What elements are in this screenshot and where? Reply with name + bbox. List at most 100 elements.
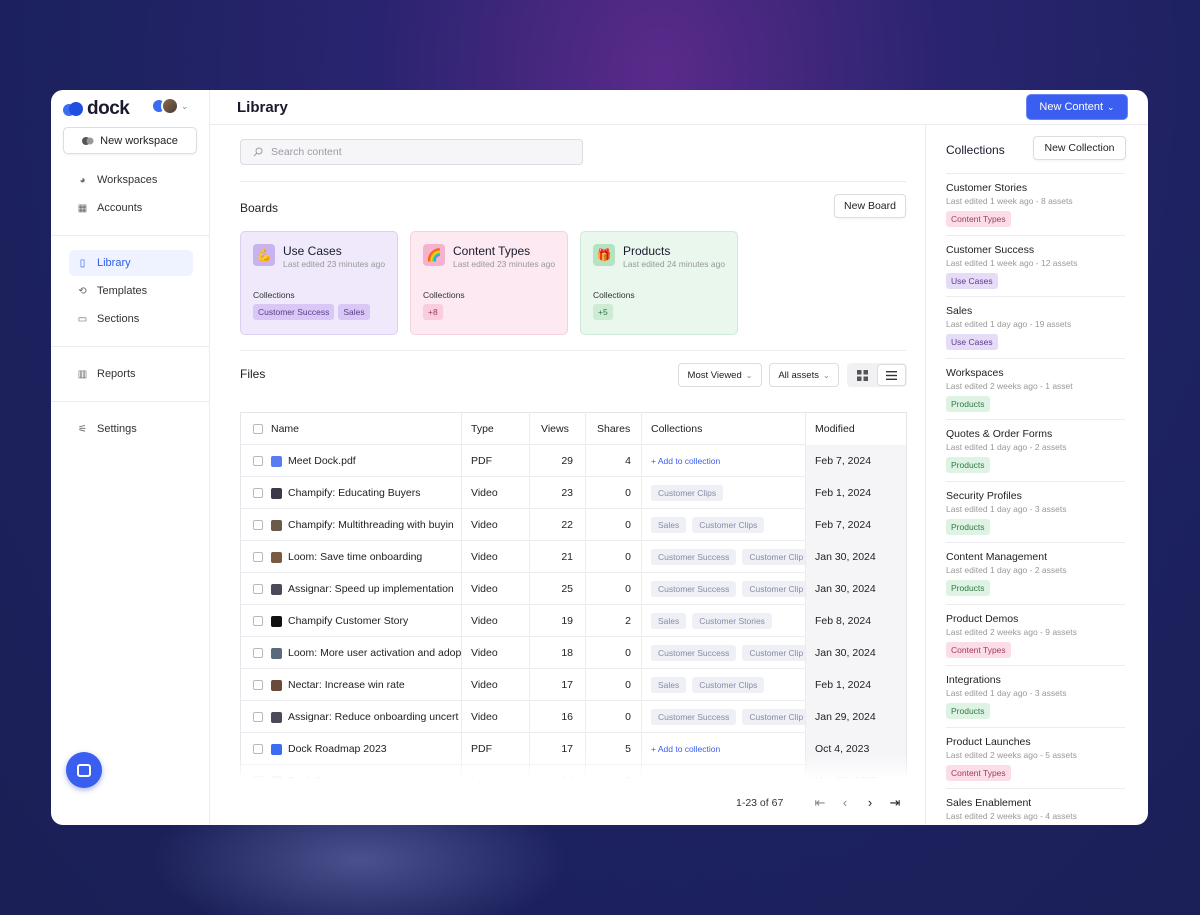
- column-header-shares[interactable]: Shares: [585, 413, 641, 445]
- sidebar-item-workspaces[interactable]: ◕ Workspaces: [69, 167, 193, 193]
- search-input[interactable]: Search content: [240, 139, 583, 165]
- last-page-button[interactable]: ⇥: [889, 795, 901, 810]
- collection-list-item[interactable]: Workspaces Last edited 2 weeks ago - 1 a…: [946, 357, 1125, 420]
- collection-list-item[interactable]: Product Demos Last edited 2 weeks ago - …: [946, 603, 1125, 666]
- column-header-collections[interactable]: Collections: [641, 413, 805, 445]
- collection-tag[interactable]: Customer Clips: [651, 485, 724, 501]
- collection-tag[interactable]: Customer Clip: [742, 581, 805, 597]
- collection-meta: Last edited 1 day ago - 19 assets: [946, 319, 1072, 329]
- collection-list-item[interactable]: Sales Last edited 1 day ago - 19 assets …: [946, 296, 1125, 358]
- file-name-cell[interactable]: Nectar: Increase win rate: [271, 669, 461, 701]
- pagination-label: 1-23 of 67: [736, 797, 784, 809]
- new-content-button[interactable]: New Content ⌄: [1027, 95, 1127, 119]
- row-checkbox[interactable]: [253, 477, 267, 509]
- collection-list-item[interactable]: Security Profiles Last edited 1 day ago …: [946, 480, 1125, 543]
- row-checkbox[interactable]: [253, 509, 267, 541]
- collection-tag[interactable]: Customer Success: [651, 581, 737, 597]
- add-to-collection-link[interactable]: + Add to collection: [651, 744, 721, 754]
- collection-tag[interactable]: Customer Success: [651, 549, 737, 565]
- collection-tag[interactable]: Sales: [651, 677, 687, 693]
- collection-list-item[interactable]: Integrations Last edited 1 day ago - 3 a…: [946, 665, 1125, 727]
- table-row[interactable]: Nectar: Increase win rate Video 17 0 Sal…: [241, 669, 906, 701]
- first-page-button[interactable]: ⇤: [814, 795, 826, 810]
- sidebar-item-templates[interactable]: ⟲ Templates: [69, 278, 193, 304]
- file-name-cell[interactable]: Champify: Multithreading with buyin: [271, 509, 461, 541]
- list-icon: [886, 370, 897, 380]
- select-all-checkbox[interactable]: [253, 413, 267, 445]
- column-header-views[interactable]: Views: [529, 413, 585, 445]
- add-to-collection-link[interactable]: + Add to collection: [651, 456, 721, 466]
- sidebar-item-library[interactable]: ▯ Library: [69, 250, 193, 276]
- board-card-use-cases[interactable]: 💪 Use Cases Last edited 23 minutes ago C…: [240, 231, 398, 335]
- brand-logo[interactable]: dock: [63, 98, 130, 120]
- row-checkbox[interactable]: [253, 573, 267, 605]
- new-board-button[interactable]: New Board: [834, 194, 906, 218]
- board-collections-label: Collections: [253, 290, 295, 300]
- table-row[interactable]: Meet Dock.pdf PDF 29 4 + Add to collecti…: [241, 445, 906, 477]
- filter-dropdown[interactable]: All assets ⌄: [769, 363, 839, 387]
- table-row[interactable]: Loom: More user activation and adop Vide…: [241, 637, 906, 669]
- collection-list-item[interactable]: Customer Success Last edited 1 week ago …: [946, 234, 1125, 297]
- column-header-type[interactable]: Type: [461, 413, 529, 445]
- row-checkbox[interactable]: [253, 733, 267, 765]
- row-checkbox[interactable]: [253, 637, 267, 669]
- collection-tag[interactable]: Customer Clip: [742, 549, 805, 565]
- file-name-cell[interactable]: Meet Dock.pdf: [271, 445, 461, 477]
- file-name-cell[interactable]: Dock Roadmap 2023: [271, 733, 461, 765]
- account-switcher[interactable]: ⌄: [153, 97, 189, 115]
- board-card-content-types[interactable]: 🌈 Content Types Last edited 23 minutes a…: [410, 231, 568, 335]
- file-name: Loom: More user activation and adop: [288, 647, 461, 659]
- collection-tag[interactable]: Customer Clips: [692, 517, 765, 533]
- file-name-cell[interactable]: Loom: Save time onboarding: [271, 541, 461, 573]
- row-checkbox[interactable]: [253, 541, 267, 573]
- collection-list-item[interactable]: Content Management Last edited 1 day ago…: [946, 542, 1125, 604]
- column-header-name[interactable]: Name: [271, 423, 300, 435]
- sort-dropdown[interactable]: Most Viewed ⌄: [678, 363, 762, 387]
- table-row[interactable]: Assignar: Reduce onboarding uncert Video…: [241, 701, 906, 733]
- collection-list-item[interactable]: Customer Stories Last edited 1 week ago …: [946, 173, 1125, 235]
- collection-tag[interactable]: Customer Clip: [742, 645, 805, 661]
- previous-page-button[interactable]: ‹: [842, 795, 848, 810]
- row-checkbox[interactable]: [253, 701, 267, 733]
- table-row[interactable]: Assignar: Speed up implementation Video …: [241, 573, 906, 605]
- row-checkbox[interactable]: [253, 605, 267, 637]
- board-card-products[interactable]: 🎁 Products Last edited 24 minutes ago Co…: [580, 231, 738, 335]
- files-title: Files: [240, 367, 266, 381]
- collection-tag[interactable]: Sales: [651, 517, 687, 533]
- table-row[interactable]: Champify: Educating Buyers Video 23 0 Cu…: [241, 477, 906, 509]
- file-collections: Sales Customer Stories: [641, 605, 805, 637]
- new-collection-button[interactable]: New Collection: [1033, 136, 1126, 160]
- collection-tag[interactable]: Customer Success: [651, 645, 737, 661]
- collection-tag[interactable]: Customer Clips: [692, 677, 765, 693]
- table-row[interactable]: Champify Customer Story Video 19 2 Sales…: [241, 605, 906, 637]
- collection-list-item[interactable]: Sales Enablement Last edited 2 weeks ago…: [946, 788, 1125, 825]
- sidebar-item-sections[interactable]: ▭ Sections: [69, 306, 193, 332]
- row-checkbox[interactable]: [253, 669, 267, 701]
- row-checkbox[interactable]: [253, 445, 267, 477]
- file-type: Video: [461, 477, 529, 509]
- file-name-cell[interactable]: Assignar: Speed up implementation: [271, 573, 461, 605]
- list-view-button[interactable]: [878, 365, 905, 385]
- file-name-cell[interactable]: Loom: More user activation and adop: [271, 637, 461, 669]
- collection-list-item[interactable]: Quotes & Order Forms Last edited 1 day a…: [946, 419, 1125, 481]
- file-name-cell[interactable]: Assignar: Reduce onboarding uncert: [271, 701, 461, 733]
- sidebar-item-reports[interactable]: ▥ Reports: [69, 361, 193, 387]
- collection-tag[interactable]: Customer Clip: [742, 709, 805, 725]
- collection-tag[interactable]: Sales: [651, 613, 687, 629]
- column-header-modified[interactable]: Modified: [805, 413, 906, 445]
- board-tag: Customer Success: [253, 304, 335, 320]
- file-name-cell[interactable]: Champify: Educating Buyers: [271, 477, 461, 509]
- collection-name: Product Demos: [946, 612, 1019, 625]
- collection-tag[interactable]: Customer Stories: [692, 613, 772, 629]
- chat-support-button[interactable]: [66, 752, 102, 788]
- next-page-button[interactable]: ›: [867, 795, 873, 810]
- sidebar-item-accounts[interactable]: ▦ Accounts: [69, 195, 193, 221]
- collection-list-item[interactable]: Product Launches Last edited 2 weeks ago…: [946, 726, 1125, 789]
- collection-tag[interactable]: Customer Success: [651, 709, 737, 725]
- sidebar-item-settings[interactable]: ⚟ Settings: [69, 416, 193, 442]
- file-name-cell[interactable]: Champify Customer Story: [271, 605, 461, 637]
- table-row[interactable]: Loom: Save time onboarding Video 21 0 Cu…: [241, 541, 906, 573]
- new-workspace-button[interactable]: New workspace: [63, 127, 197, 154]
- table-row[interactable]: Champify: Multithreading with buyin Vide…: [241, 509, 906, 541]
- grid-view-button[interactable]: [849, 365, 876, 385]
